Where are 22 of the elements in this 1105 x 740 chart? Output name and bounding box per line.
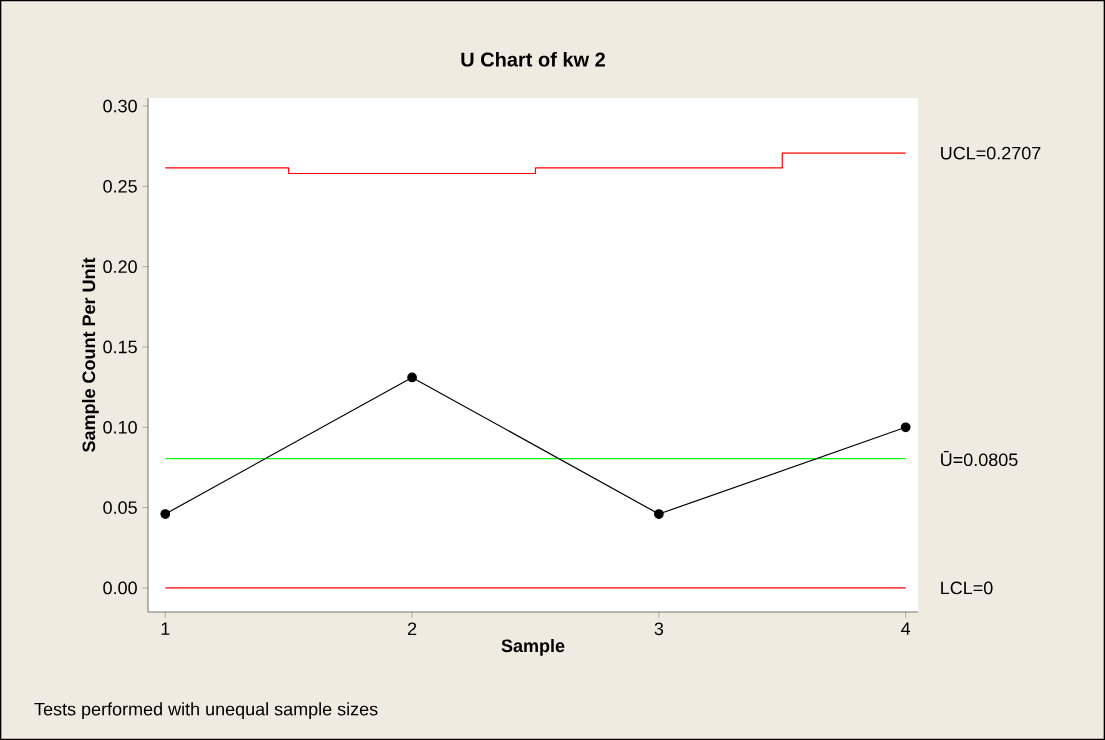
text: Tests performed with unequal sample sizes — [34, 702, 378, 720]
y-axis-title: Sample Count Per Unit — [81, 257, 99, 452]
annotation: UCL=0.2707 — [941, 146, 1041, 160]
y-tick-label: 0.30 — [103, 99, 137, 113]
point — [900, 422, 911, 433]
x-tick-label: 2 — [407, 622, 417, 635]
ref-line-label: LCL=0 — [941, 581, 993, 595]
y-tick-label: 0.20 — [103, 260, 137, 274]
x-tick-label: 4 — [901, 622, 911, 635]
y-tick-label: 0.25 — [103, 179, 137, 193]
x-axis-title: Sample — [501, 638, 565, 656]
point — [654, 509, 664, 519]
x-tick-label: 1 — [161, 622, 170, 635]
point — [407, 372, 417, 383]
y-tick-label: 0.00 — [103, 581, 137, 595]
y-tick-label: 0.10 — [103, 420, 137, 434]
y-tick-label: 0.15 — [103, 340, 137, 354]
chart-title: U Chart of kw 2 — [461, 51, 605, 67]
ref-line-label: Ū=0.0805 — [941, 451, 1018, 467]
x-tick-label: 3 — [654, 622, 664, 636]
point — [160, 509, 171, 519]
y-tick-label: 0.05 — [103, 501, 137, 514]
